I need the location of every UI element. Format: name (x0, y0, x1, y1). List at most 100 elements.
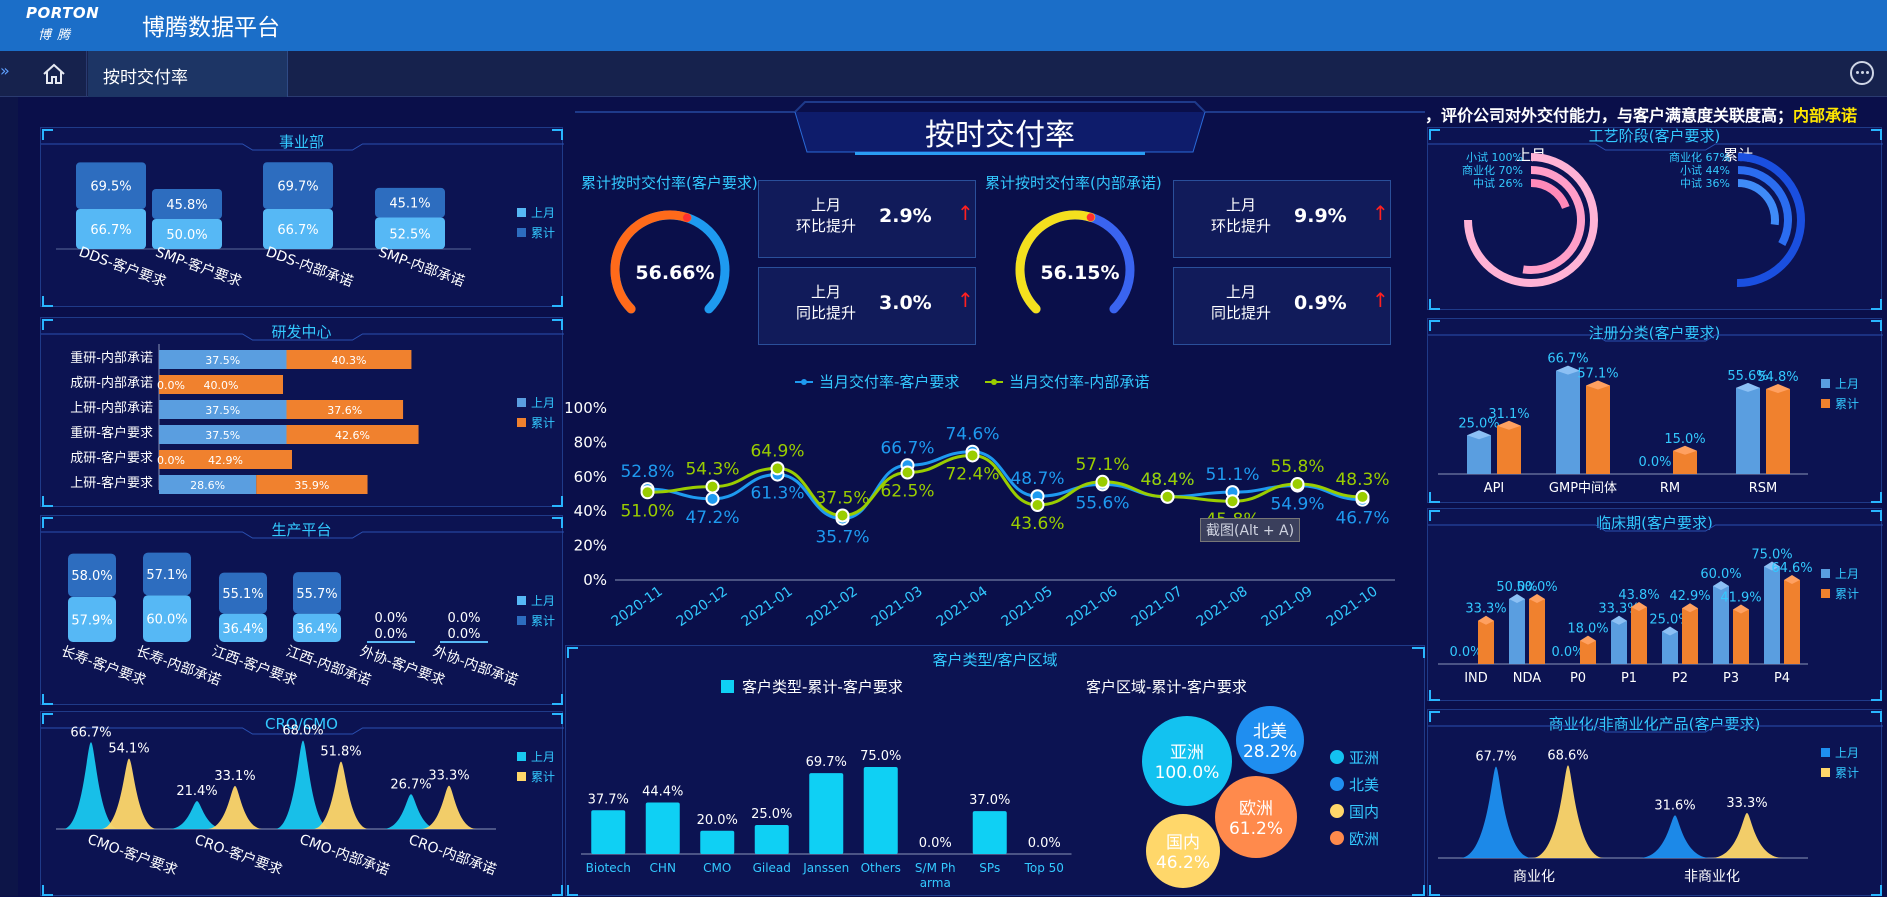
bar-last-month (159, 350, 287, 369)
gauge-internal-value: 56.15% (1040, 262, 1120, 284)
data-label: 47.2% (685, 508, 739, 528)
bar-value-label: 57.9% (71, 613, 112, 628)
x-tick-label: 2021-04 (934, 583, 991, 630)
bar-value-label: 33.3% (1465, 602, 1506, 617)
category-label: CRO-客户要求 (192, 831, 284, 878)
panel-corner (42, 713, 53, 724)
x-tick-label: 2020-12 (674, 583, 731, 630)
data-label: 64.9% (750, 441, 804, 461)
bar-last-month (76, 208, 146, 249)
expand-sidebar-icon[interactable]: » (0, 61, 10, 80)
top-bar (0, 0, 1887, 51)
legend-swatch (721, 680, 734, 693)
category-label: P2 (1672, 671, 1688, 686)
data-label: 48.4% (1140, 470, 1194, 490)
category-label: 江西-内部承诺 (284, 643, 373, 688)
legend-marker (1330, 831, 1344, 845)
bar-value-label: 66.7% (277, 223, 318, 238)
bar-cumulative (1673, 450, 1697, 474)
category-label: CHN (650, 861, 676, 875)
data-point-core (1357, 491, 1368, 502)
bar-value-label: 37.7% (588, 792, 629, 807)
bar-value-label: 69.5% (90, 180, 131, 195)
panel-corner (1871, 510, 1882, 521)
panel-corner (1429, 690, 1440, 701)
category-label: P1 (1621, 671, 1637, 686)
data-point-core (902, 467, 913, 478)
legend-swatch-last-month (517, 398, 526, 407)
app-title: 博腾数据平台 (142, 15, 280, 41)
bar-last-month (68, 596, 116, 642)
panel-corner (1429, 492, 1440, 503)
bar-value-label: 52.5% (389, 227, 430, 242)
category-label: 长寿-内部承诺 (134, 643, 224, 689)
company-logo: PORTON 博腾 (26, 4, 100, 43)
panel-title: CRO/CMO (265, 715, 338, 733)
legend-swatch-cumulative (517, 228, 526, 237)
legend-label-last-month: 上月 (1835, 746, 1859, 760)
ring-label: 小试 100% (1466, 151, 1523, 164)
area-cumulative (1711, 813, 1783, 858)
bar-cumulative (159, 450, 292, 469)
data-label: 54.3% (685, 460, 739, 480)
bar-last-month (159, 400, 287, 419)
legend-marker (1330, 777, 1344, 791)
bar-value-label: 40.0% (204, 379, 239, 392)
category-label: 外协-内部承诺 (431, 643, 520, 688)
category-label: IND (1464, 671, 1488, 686)
data-label: 72.4% (945, 464, 999, 484)
bar (591, 810, 626, 854)
panel-corner (42, 694, 53, 705)
clinical-chart: 0.0% 33.3% IND 50.0%50.0% NDA 0.0% 18.0% P0 33.3… (1428, 510, 1883, 701)
gauge-internal (1015, 210, 1135, 314)
legend-label-cumulative: 累计 (1835, 766, 1859, 780)
bar-value-label: 0.0% (919, 836, 952, 851)
bar-value-label: 42.9% (1669, 589, 1710, 604)
gauge-fill (610, 210, 692, 314)
bar-last-month (143, 595, 191, 642)
bar-value-label: 50.0% (1516, 580, 1557, 595)
category-label: CMO (703, 861, 731, 875)
area-value-label: 21.4% (176, 784, 217, 799)
category-label: RM (1660, 481, 1680, 496)
legend-marker (991, 379, 997, 385)
main-title: 按时交付率 (925, 118, 1075, 153)
panel-corner (1871, 129, 1882, 140)
more-menu-icon[interactable] (1850, 61, 1874, 85)
area-cumulative (421, 785, 477, 829)
bar-value-label: 50.0% (166, 228, 207, 243)
bar-value-label: 44.4% (642, 784, 683, 799)
bar-value-label: 45.1% (389, 197, 430, 212)
bar-value-label: 45.8% (166, 198, 207, 213)
x-tick-label: 2021-10 (1324, 583, 1381, 630)
panel-title-rule (41, 143, 564, 151)
category-label: GMP中间体 (1549, 481, 1617, 496)
left-strip (0, 97, 18, 896)
category-label: CMO-客户要求 (85, 831, 179, 879)
area-cumulative (313, 761, 369, 829)
bar-value-label: 37.5% (205, 354, 240, 367)
bar-cumulative (1766, 389, 1790, 474)
category-label: RSM (1749, 481, 1778, 496)
category-label: 长寿-客户要求 (59, 643, 149, 689)
panel-process-stage: 工艺阶段(客户要求) 上月 小试 100% 商业化 70% 中试 26% 累计 商业化 6… (1427, 127, 1883, 310)
bar-top (1784, 575, 1800, 585)
ring-arc (1737, 166, 1792, 247)
panel-corner (1871, 299, 1882, 310)
home-button[interactable] (25, 51, 87, 97)
panel-corner (552, 694, 563, 705)
bar-top (1662, 626, 1678, 636)
tab-on-time-delivery[interactable]: 按时交付率 (88, 51, 288, 97)
panel-corner (42, 319, 53, 330)
x-tick-label: 2021-08 (1194, 583, 1251, 630)
panel-title: 客户类型/客户区域 (932, 651, 1058, 669)
rnd-chart: 重研-内部承诺 37.5% 40.3% 成研-内部承诺 0.0% 40.0% 上研-内部承诺… (41, 319, 564, 507)
panel-title: 工艺阶段(客户要求) (1588, 127, 1721, 145)
panel-corner (42, 296, 53, 307)
x-tick-label: 2021-09 (1259, 583, 1316, 630)
region-bubble (1236, 706, 1304, 774)
bar-cumulative (293, 572, 341, 614)
legend-swatch-cumulative (1821, 399, 1830, 408)
bar-value-label: 66.7% (90, 223, 131, 238)
registration-chart: 25.0%31.1% API 66.7%57.1% GMP中间体 0.0% 15.0% RM… (1428, 320, 1883, 503)
